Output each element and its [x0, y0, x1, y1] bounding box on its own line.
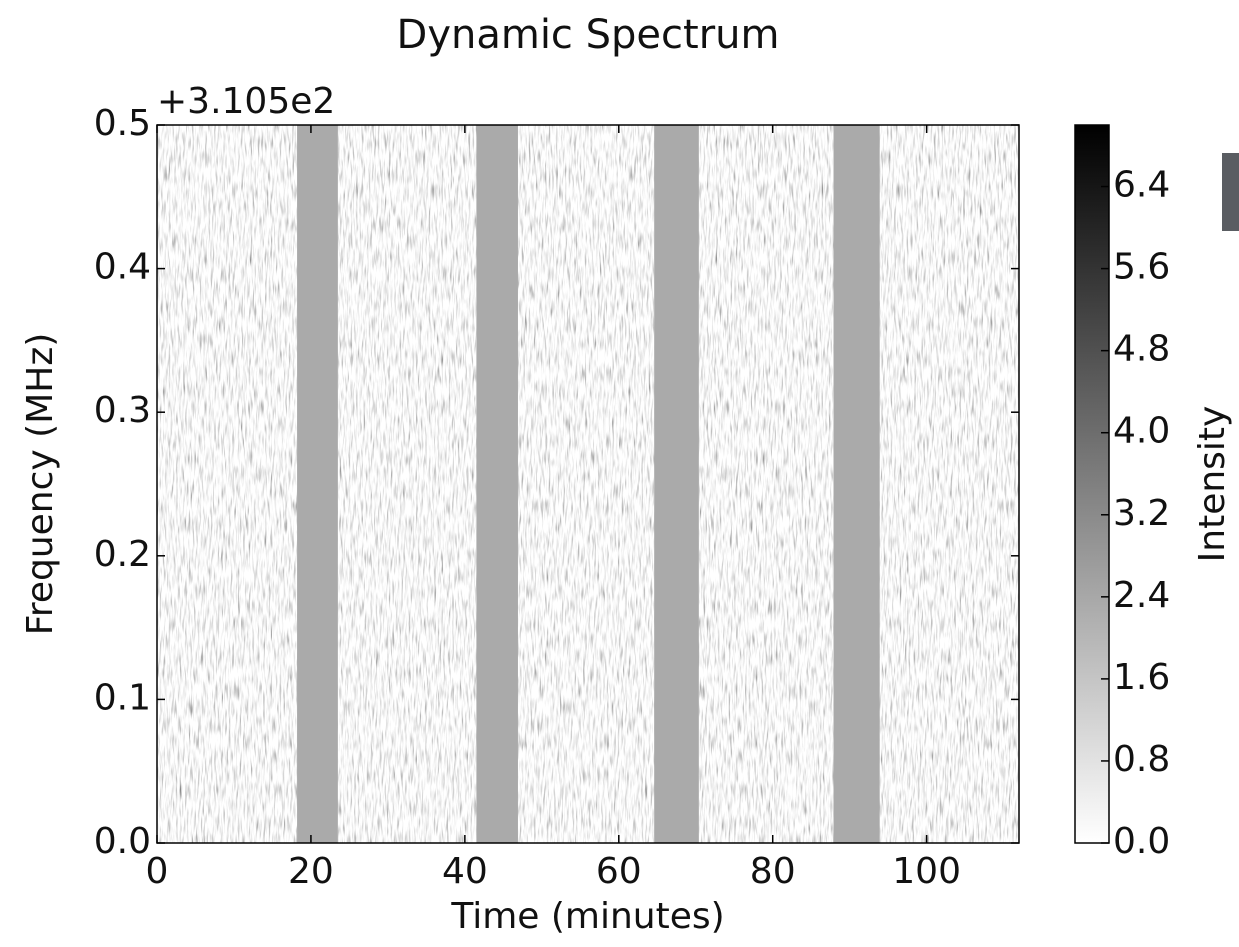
x-tick-label: 80: [750, 851, 796, 892]
colorbar-tick-label: 0.8: [1113, 739, 1170, 780]
y-tick-label: 0.0: [94, 821, 151, 862]
y-tick-label: 0.1: [94, 677, 151, 718]
y-tick-label: 0.5: [94, 103, 151, 144]
side-widget: [1222, 153, 1239, 231]
colorbar-tick-label: 3.2: [1113, 493, 1170, 534]
x-tick-label: 0: [146, 851, 169, 892]
y-tick-label: 0.3: [94, 390, 151, 431]
data-gap: [476, 125, 518, 843]
chart-title: Dynamic Spectrum: [397, 12, 780, 58]
x-tick-label: 100: [892, 851, 961, 892]
y-axis-label: Frequency (MHz): [20, 333, 61, 636]
colorbar-tick-label: 6.4: [1113, 165, 1170, 206]
marks: [297, 125, 880, 843]
x-tick-label: 60: [596, 851, 642, 892]
x-tick-label: 20: [288, 851, 334, 892]
plot-frame: [156, 124, 1020, 844]
colorbar-label: Intensity: [1192, 406, 1233, 563]
data-gap: [833, 125, 880, 843]
colorbar-tick-label: 5.6: [1113, 247, 1170, 288]
data-gap: [297, 125, 338, 843]
x-tick-label: 40: [442, 851, 488, 892]
colorbar-tick-label: 4.0: [1113, 411, 1170, 452]
colorbar: [1074, 124, 1110, 844]
y-tick-label: 0.2: [94, 534, 151, 575]
colorbar-tick-label: 0.0: [1113, 821, 1170, 862]
x-axis-label: Time (minutes): [450, 896, 724, 937]
y-offset-text: +3.105e2: [157, 81, 335, 122]
noise-texture: [157, 125, 1019, 843]
y-tick-label: 0.4: [94, 247, 151, 288]
colorbar-tick-label: 1.6: [1113, 657, 1170, 698]
colorbar-tick-label: 2.4: [1113, 575, 1170, 616]
colorbar-tick-label: 4.8: [1113, 329, 1170, 370]
data-gap: [654, 125, 699, 843]
